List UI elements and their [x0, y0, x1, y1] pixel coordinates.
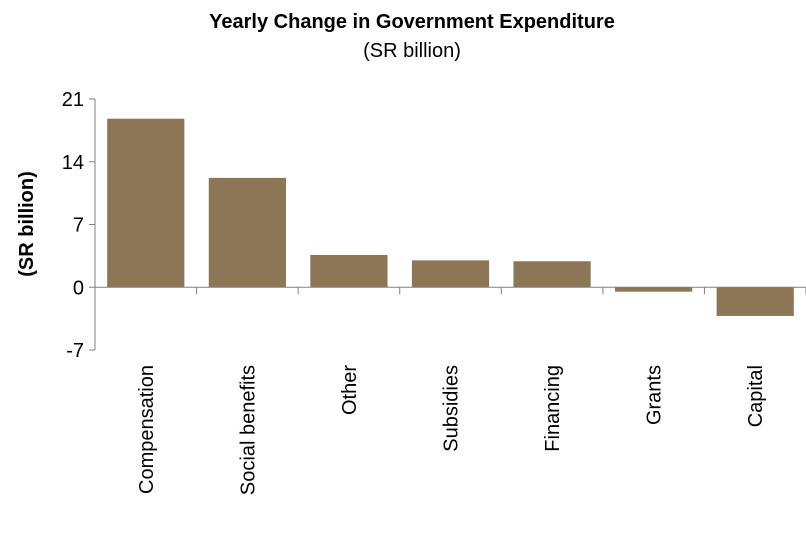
x-categories-group: Compensation Social benefits Other Subsidie… — [136, 365, 767, 495]
y-ticks-group: -7 0 7 14 21 — [62, 89, 95, 362]
bar-financing — [513, 261, 591, 288]
bar-subsidies — [411, 260, 490, 288]
bar-grants — [615, 287, 693, 292]
y-axis-label: (SR billion) — [16, 171, 38, 277]
x-category-label: Other — [339, 365, 361, 415]
y-tick-label: 14 — [62, 152, 84, 174]
bar-compensation — [107, 118, 185, 288]
bar-social-benefits — [208, 177, 286, 288]
bar-capital — [716, 287, 794, 316]
bars-group — [107, 118, 794, 316]
y-tick-label: -7 — [66, 340, 84, 362]
axes-group — [94, 99, 806, 350]
x-category-label: Financing — [542, 365, 564, 452]
x-category-label: Capital — [745, 365, 767, 427]
x-category-label: Grants — [644, 365, 666, 425]
y-tick-label: 21 — [62, 89, 84, 111]
x-category-label: Compensation — [136, 365, 158, 494]
y-tick-label: 0 — [73, 277, 84, 299]
x-category-label: Subsidies — [441, 365, 463, 452]
chart-title: Yearly Change in Government Expenditure — [209, 11, 615, 33]
y-tick-label: 7 — [73, 215, 84, 237]
x-category-label: Social benefits — [237, 365, 259, 495]
bar-other — [310, 254, 388, 288]
chart-subtitle: (SR billion) — [363, 40, 461, 62]
